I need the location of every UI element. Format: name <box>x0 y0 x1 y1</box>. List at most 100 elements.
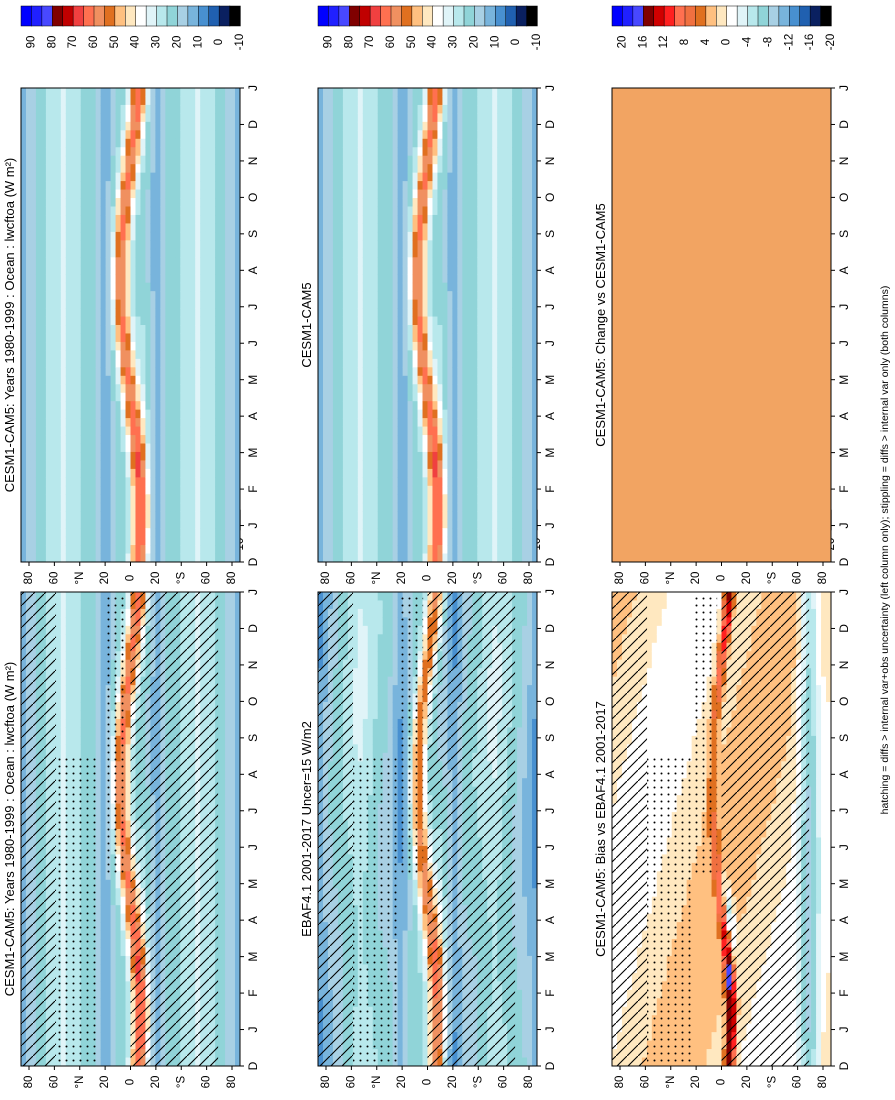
heatmap-cell <box>85 477 92 487</box>
heatmap-cell <box>160 206 166 216</box>
heatmap-cell <box>110 96 117 106</box>
heatmap-cell <box>225 155 231 165</box>
heatmap-cell <box>85 248 92 258</box>
heatmap-cell <box>50 121 57 131</box>
heatmap-cell <box>235 685 240 695</box>
heatmap-cell <box>45 511 52 521</box>
heatmap-cell <box>235 820 240 830</box>
heatmap-cell <box>125 879 132 889</box>
heatmap-cell <box>85 392 92 402</box>
heatmap-cell <box>160 341 166 351</box>
heatmap-cell <box>95 265 102 275</box>
heatmap-cell <box>65 553 72 562</box>
heatmap-cell <box>185 350 191 360</box>
heatmap-cell <box>235 341 240 351</box>
heatmap-cell <box>220 761 226 771</box>
heatmap-cell <box>80 702 87 712</box>
heatmap-cell <box>55 121 62 131</box>
heatmap-cell <box>70 299 77 309</box>
heatmap-cell <box>180 274 186 284</box>
heatmap-cell <box>55 223 62 233</box>
heatmap-cell <box>35 138 42 148</box>
heatmap-cell <box>175 536 181 546</box>
heatmap-cell <box>110 384 117 394</box>
heatmap-cell <box>55 685 62 695</box>
heatmap-cell <box>60 316 67 326</box>
heatmap-cell <box>40 528 47 538</box>
heatmap-cell <box>25 308 32 318</box>
heatmap-cell <box>21 206 27 216</box>
heatmap-cell <box>225 384 231 394</box>
heatmap-cell <box>130 350 137 360</box>
heatmap-cell <box>225 981 231 991</box>
heatmap-cell <box>60 426 67 436</box>
heatmap-cell <box>90 460 97 470</box>
heatmap-cell <box>105 1015 112 1025</box>
heatmap-cell <box>190 426 196 436</box>
heatmap-cell <box>55 88 62 98</box>
heatmap-cell <box>105 477 112 487</box>
heatmap-cell <box>170 198 176 208</box>
heatmap-cell <box>95 155 102 165</box>
heatmap-cell <box>115 155 122 165</box>
heatmap-cell <box>25 519 32 529</box>
heatmap-cell <box>225 600 231 610</box>
heatmap-cell <box>235 795 240 805</box>
heatmap-cell <box>235 913 240 923</box>
heatmap-cell <box>210 485 216 495</box>
heatmap-cell <box>75 659 82 669</box>
heatmap-cell <box>110 443 117 453</box>
heatmap-cell <box>105 206 112 216</box>
heatmap-cell <box>30 138 37 148</box>
heatmap-cell <box>235 837 240 847</box>
heatmap-cell <box>60 592 67 602</box>
heatmap-cell <box>70 718 77 729</box>
heatmap-cell <box>210 460 216 470</box>
heatmap-cell <box>70 485 77 495</box>
heatmap-cell <box>150 155 156 165</box>
heatmap-cell <box>110 282 117 292</box>
heatmap-cell <box>125 1006 132 1016</box>
heatmap-cell <box>75 735 82 745</box>
heatmap-cell <box>95 291 102 301</box>
heatmap-cell <box>115 164 122 174</box>
heatmap-cell <box>70 592 77 602</box>
heatmap-cell <box>225 795 231 805</box>
heatmap-cell <box>200 350 206 360</box>
heatmap-cell <box>130 291 137 301</box>
heatmap-cell <box>90 625 97 635</box>
heatmap-cell <box>130 121 137 131</box>
heatmap-cell <box>210 502 216 512</box>
heatmap-cell <box>230 181 236 191</box>
heatmap-cell <box>200 485 206 495</box>
heatmap-cell <box>100 494 107 504</box>
heatmap-cell <box>35 214 42 225</box>
heatmap-cell <box>225 418 231 428</box>
heatmap-cell <box>225 511 231 521</box>
heatmap-cell <box>120 511 127 521</box>
heatmap-cell <box>65 198 72 208</box>
heatmap-cell <box>45 528 52 538</box>
heatmap-cell <box>140 308 147 318</box>
heatmap-cell <box>230 955 236 966</box>
heatmap-cell <box>235 257 240 267</box>
heatmap-cell <box>185 248 191 258</box>
heatmap-cell <box>120 113 127 123</box>
heatmap-cell <box>170 426 176 436</box>
heatmap-cell <box>235 214 240 225</box>
heatmap-cell <box>110 435 117 445</box>
heatmap-cell <box>40 181 47 191</box>
heatmap-cell <box>90 443 97 453</box>
heatmap-cell <box>60 96 67 106</box>
heatmap-cell <box>21 392 27 402</box>
heatmap-cell <box>55 642 62 652</box>
heatmap-cell <box>95 519 102 529</box>
heatmap-cell <box>110 206 117 216</box>
heatmap-cell <box>90 384 97 394</box>
heatmap-cell <box>21 502 27 512</box>
heatmap-cell <box>100 871 107 881</box>
heatmap-cell <box>120 214 127 225</box>
heatmap-cell <box>220 308 226 318</box>
heatmap-cell <box>215 392 221 402</box>
heatmap-cell <box>235 668 240 678</box>
